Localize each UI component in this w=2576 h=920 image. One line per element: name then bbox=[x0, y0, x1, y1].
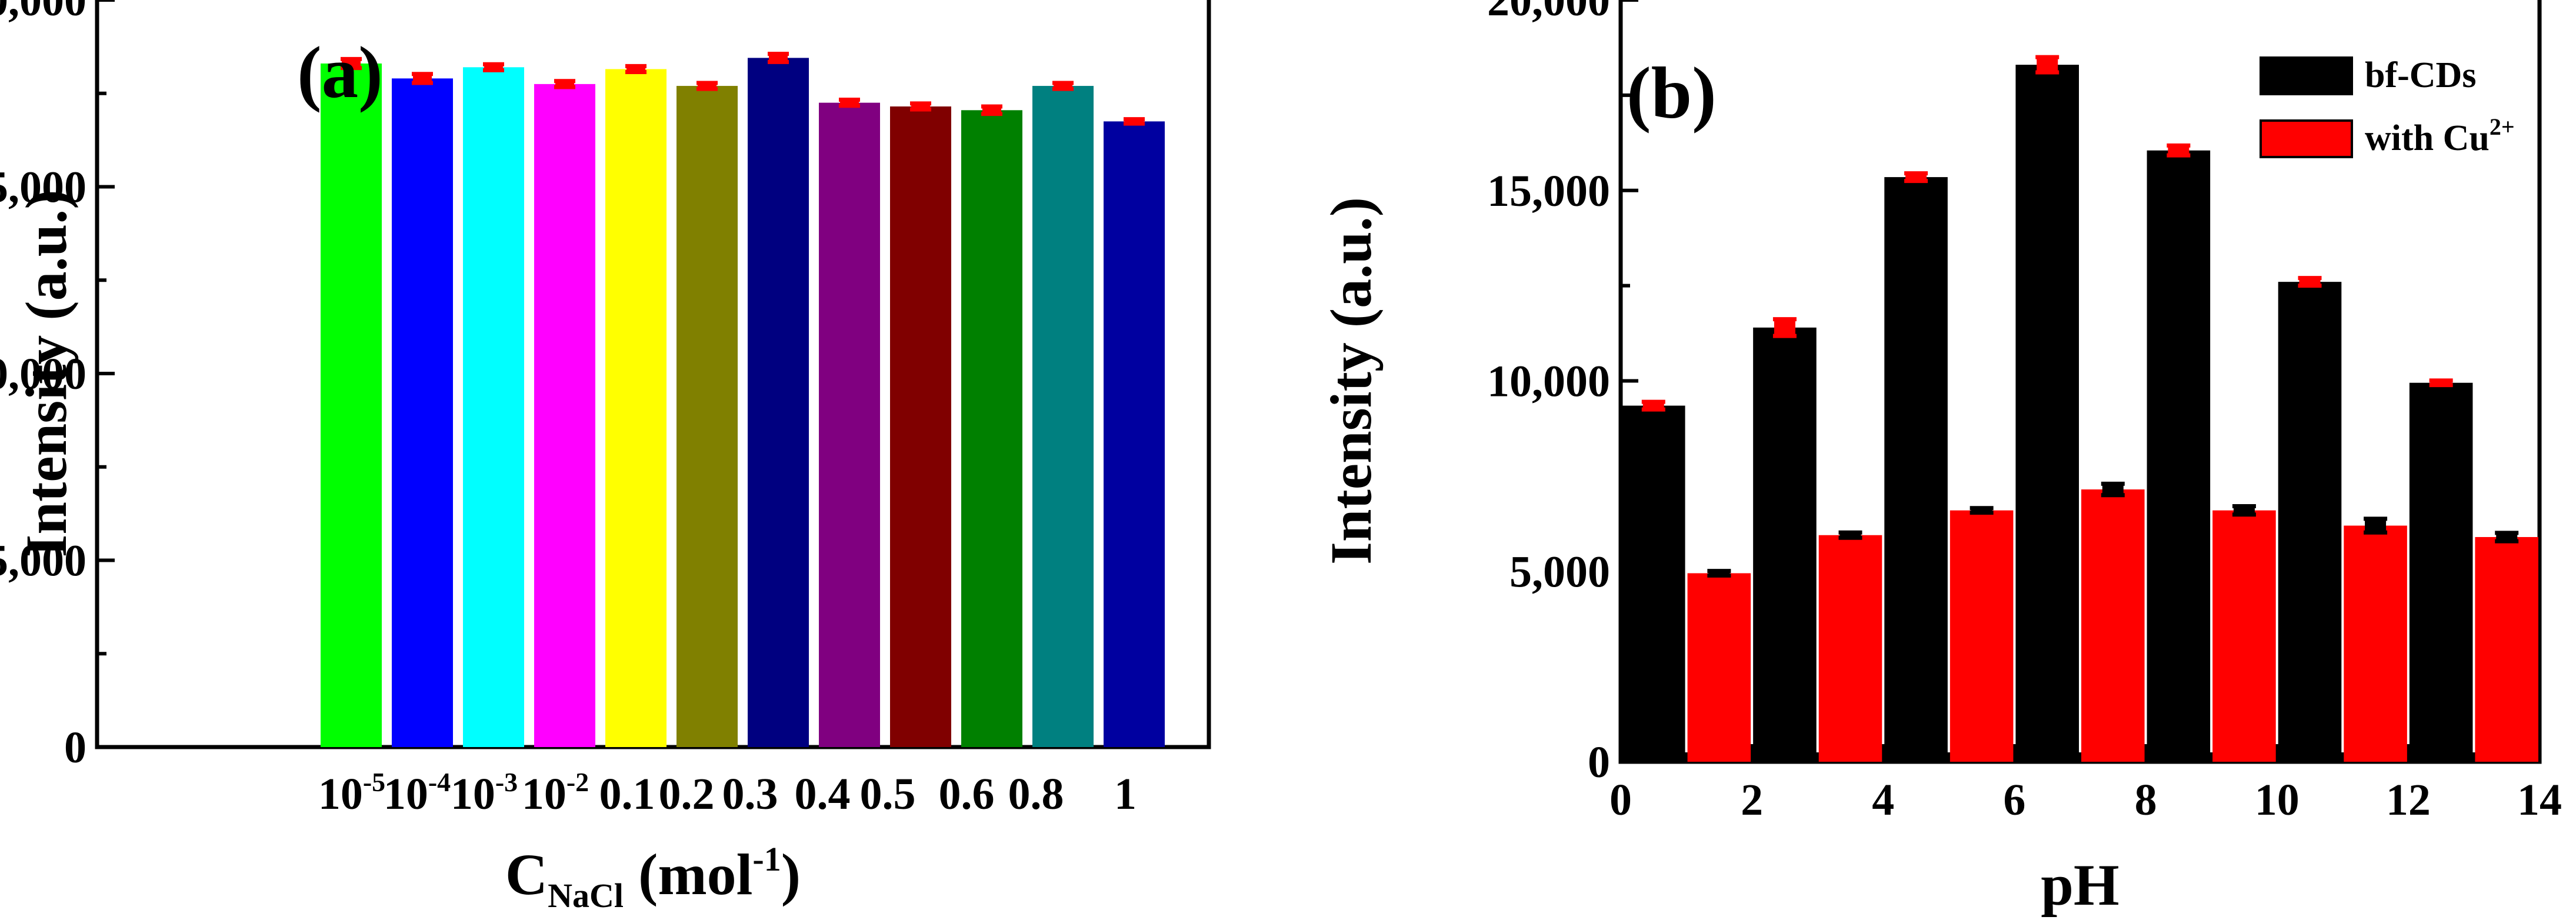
error-cap-b bbox=[1708, 571, 1730, 576]
bar-with-cu bbox=[2212, 510, 2276, 762]
x-tick-label-a: 10-2 bbox=[522, 767, 589, 819]
error-cap-b bbox=[2299, 278, 2321, 286]
error-cap-b bbox=[1774, 319, 1795, 336]
x-tick-label-a: 10-3 bbox=[451, 767, 518, 819]
bar-with-cu bbox=[2081, 489, 2145, 762]
x-axis-title-b: pH bbox=[2041, 852, 2119, 918]
bar-a bbox=[392, 78, 453, 748]
x-tick-label-b: 4 bbox=[1872, 775, 1894, 825]
x-tick-label-b: 0 bbox=[1609, 775, 1632, 825]
bar-with-cu bbox=[2475, 536, 2538, 762]
bar-a bbox=[890, 106, 951, 748]
error-cap-a bbox=[413, 74, 432, 83]
legend-label-bf-cds: bf-CDs bbox=[2365, 55, 2476, 95]
bar-a bbox=[1032, 86, 1094, 747]
error-cap-a bbox=[1125, 119, 1144, 124]
x-tick-label-b: 8 bbox=[2135, 775, 2157, 825]
error-cap-a bbox=[555, 81, 574, 87]
y-tick-label-a: 15,000 bbox=[0, 163, 86, 212]
y-tick-label-a: 20,000 bbox=[0, 0, 86, 25]
x-tick-label-a: 0.4 bbox=[795, 769, 851, 819]
x-tick-label-a: 0.2 bbox=[659, 769, 715, 819]
y-axis-title-a: Intensity (a.u.) bbox=[14, 189, 79, 557]
x-tick-label-a: 0.5 bbox=[860, 769, 916, 819]
legend-swatch-with-cu bbox=[2260, 119, 2353, 158]
bar-with-cu bbox=[1687, 573, 1751, 762]
x-tick-label-a: 0.1 bbox=[599, 769, 655, 819]
bar-bf-cds bbox=[2409, 382, 2473, 762]
bar-a bbox=[463, 67, 524, 747]
error-cap-b bbox=[2496, 532, 2518, 542]
x-tick-label-b: 10 bbox=[2255, 775, 2300, 825]
x-tick-label-b: 6 bbox=[2003, 775, 2025, 825]
y-tick-label-b: 10,000 bbox=[1487, 357, 1610, 406]
bar-a bbox=[961, 110, 1022, 748]
y-tick-label-b: 5,000 bbox=[1509, 547, 1610, 596]
error-cap-b bbox=[2102, 484, 2124, 495]
error-cap-b bbox=[1905, 173, 1927, 181]
y-tick-label-b: 0 bbox=[1588, 738, 1610, 787]
legend-label-with-cu: with Cu2+ bbox=[2365, 114, 2515, 158]
y-tick-label-a: 10,000 bbox=[0, 349, 86, 399]
legend-b: bf-CDs with Cu2+ bbox=[2260, 55, 2515, 158]
bar-bf-cds bbox=[2278, 282, 2342, 762]
bar-with-cu bbox=[1950, 510, 2014, 762]
legend-swatch-bf-cds bbox=[2260, 56, 2353, 95]
x-tick-label-a: 0.3 bbox=[722, 769, 778, 819]
error-cap-b bbox=[1642, 402, 1664, 410]
x-tick-label-a: 10-5 bbox=[318, 767, 385, 819]
error-cap-b bbox=[1839, 532, 1861, 538]
panel-b: 0 5,000 10,000 15,000 20,000 0 2 4 6 8 10 12 14 bf-CD… bbox=[1318, 0, 2562, 918]
error-cap-b bbox=[2430, 380, 2452, 385]
x-tick-label-a: 0.6 bbox=[939, 769, 995, 819]
bar-a bbox=[534, 84, 595, 747]
error-cap-b bbox=[2037, 57, 2058, 73]
panel-a: 0 5,000 10,000 15,000 20,000 10-510-410-310-2… bbox=[0, 0, 1211, 915]
error-cap-a bbox=[484, 64, 503, 71]
y-tick-label-b: 15,000 bbox=[1487, 166, 1610, 216]
error-cap-a bbox=[342, 59, 361, 68]
bar-bf-cds bbox=[1884, 177, 1948, 762]
x-axis-title-a: CNaCl (mol-1) bbox=[505, 840, 801, 915]
bar-a bbox=[748, 58, 809, 747]
error-cap-b bbox=[2233, 506, 2255, 515]
x-tick-label-b: 14 bbox=[2517, 775, 2562, 825]
error-cap-a bbox=[626, 66, 645, 72]
y-tick-label-b: 20,000 bbox=[1487, 0, 1610, 25]
panel-label-b: (b) bbox=[1627, 53, 1717, 134]
y-tick-label-a: 0 bbox=[64, 723, 86, 772]
bar-with-cu bbox=[2344, 525, 2407, 762]
error-cap-b bbox=[2365, 518, 2387, 533]
error-cap-b bbox=[2168, 145, 2190, 156]
bar-with-cu bbox=[1818, 535, 1882, 762]
error-cap-a bbox=[982, 106, 1001, 114]
error-cap-b bbox=[1971, 508, 1992, 513]
bar-a bbox=[321, 63, 382, 748]
bar-a bbox=[605, 69, 667, 748]
error-cap-a bbox=[1054, 82, 1072, 89]
bar-bf-cds bbox=[1753, 327, 1817, 762]
error-cap-a bbox=[698, 82, 717, 89]
x-tick-label-a: 1 bbox=[1114, 769, 1137, 819]
x-tick-label-a: 10-4 bbox=[384, 767, 451, 819]
x-tick-label-b: 12 bbox=[2386, 775, 2431, 825]
bar-bf-cds bbox=[2147, 150, 2211, 762]
bar-a bbox=[677, 86, 738, 747]
panel-label-a: (a) bbox=[297, 32, 383, 114]
bar-a bbox=[819, 102, 880, 747]
x-tick-label-a: 0.8 bbox=[1008, 769, 1064, 819]
y-tick-label-a: 5,000 bbox=[0, 536, 86, 586]
x-tick-label-b: 2 bbox=[1741, 775, 1763, 825]
error-cap-a bbox=[769, 54, 788, 62]
error-cap-a bbox=[840, 99, 859, 106]
bar-a bbox=[1104, 121, 1165, 747]
error-cap-a bbox=[911, 103, 930, 110]
bar-bf-cds bbox=[1622, 405, 1685, 762]
bar-bf-cds bbox=[2015, 65, 2079, 762]
y-axis-title-b: Intensity (a.u.) bbox=[1318, 197, 1384, 565]
